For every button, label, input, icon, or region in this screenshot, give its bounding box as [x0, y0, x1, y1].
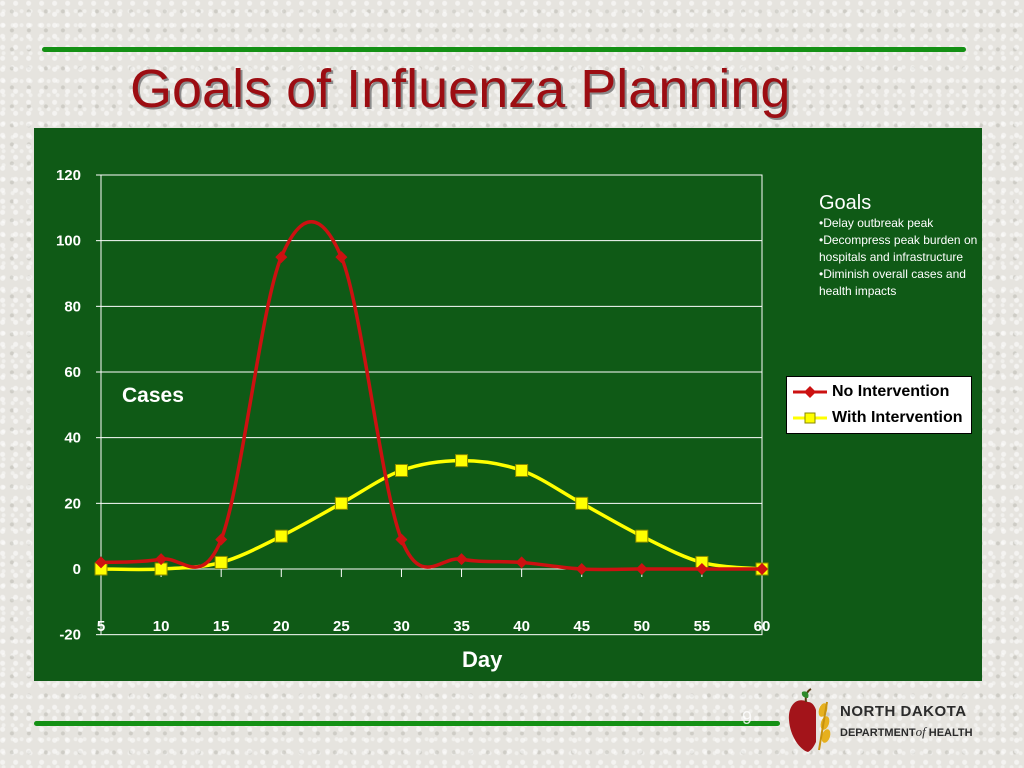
chart-panel: -20 0 20 40 60 80 100 120 5 10 15 20 25 30 35 40 45 50 55 6…	[34, 128, 982, 681]
goal-item: •Decompress peak burden on hospitals and…	[819, 233, 978, 264]
data-point-diamond	[275, 251, 288, 264]
y-tick-label: 80	[64, 298, 81, 315]
y-tick-label: 40	[64, 430, 81, 447]
logo-text-of: of	[915, 724, 926, 739]
y-tick-label: 100	[56, 233, 81, 250]
legend-label: No Intervention	[832, 383, 950, 400]
x-tick-label: 45	[573, 618, 590, 635]
goal-item: •Diminish overall cases and health impac…	[819, 267, 966, 298]
plot-area	[100, 174, 763, 636]
data-point-diamond	[756, 563, 768, 575]
series-line-with-intervention	[100, 458, 763, 572]
y-tick-label: 20	[64, 495, 81, 512]
x-tick-label: 25	[333, 618, 350, 635]
data-point-square	[334, 496, 348, 510]
logo-text-line2: DEPARTMENTof HEALTH	[840, 724, 973, 740]
top-rule	[42, 47, 966, 52]
data-point-diamond	[395, 533, 408, 546]
y-axis-label: Cases	[122, 384, 184, 407]
logo-text-department: DEPARTMENT	[840, 727, 916, 739]
x-tick-label: 40	[513, 618, 530, 635]
data-point-square	[274, 529, 288, 543]
x-tick-label: 55	[694, 618, 711, 635]
data-point-diamond	[575, 563, 588, 575]
data-point-diamond	[95, 556, 107, 569]
apple-wheat-logo-icon	[788, 688, 831, 752]
x-tick-label: 60	[754, 618, 771, 635]
legend-entry-no-intervention: No Intervention	[793, 381, 949, 403]
chart-legend: No Intervention With Intervention	[786, 376, 972, 434]
logo-text-line1: NORTH DAKOTA	[840, 703, 967, 720]
goals-heading: Goals	[819, 192, 872, 214]
goal-item: •Delay outbreak peak	[819, 216, 934, 230]
legend-label: With Intervention	[832, 409, 963, 426]
x-tick-label: 50	[633, 618, 650, 635]
data-point-square	[214, 555, 228, 569]
y-tick-label: 0	[73, 561, 81, 578]
y-tick-label: -20	[59, 627, 81, 644]
nd-health-logo: NORTH DAKOTA DEPARTMENTof HEALTH	[786, 688, 996, 758]
data-point-diamond	[695, 563, 708, 575]
y-tick-label: 120	[56, 167, 81, 184]
data-point-diamond	[215, 533, 228, 546]
x-tick-label: 5	[97, 618, 105, 635]
logo-text-health: HEALTH	[928, 727, 973, 739]
legend-swatch-diamond-icon	[793, 386, 827, 398]
y-tick-label: 60	[64, 364, 81, 381]
x-tick-label: 20	[273, 618, 290, 635]
legend-entry-with-intervention: With Intervention	[793, 407, 963, 429]
series-line-no-intervention	[100, 220, 762, 572]
goals-text-box: Goals •Delay outbreak peak •Decompress p…	[819, 191, 989, 300]
x-tick-label: 35	[453, 618, 470, 635]
data-point-diamond	[335, 251, 348, 264]
data-point-diamond	[155, 553, 168, 566]
data-point-square	[455, 454, 469, 468]
x-axis-label: Day	[462, 647, 503, 672]
legend-swatch-square-icon	[793, 412, 827, 424]
slide-number: 9	[742, 708, 753, 728]
data-point-diamond	[635, 563, 648, 575]
slide-title: Goals of Influenza Planning	[130, 59, 791, 119]
data-point-square	[635, 529, 649, 543]
bottom-rule	[34, 721, 780, 726]
x-tick-label: 10	[153, 618, 170, 635]
data-point-square	[394, 464, 408, 477]
x-tick-label: 15	[213, 618, 230, 635]
data-point-diamond	[515, 556, 528, 569]
line-chart: -20 0 20 40 60 80 100 120 5 10 15 20 25 30 35 40 45 50 55 6…	[56, 167, 771, 644]
x-tick-label: 30	[393, 618, 410, 635]
data-point-square	[515, 464, 529, 477]
data-point-diamond	[455, 553, 468, 566]
data-point-square	[575, 496, 589, 510]
